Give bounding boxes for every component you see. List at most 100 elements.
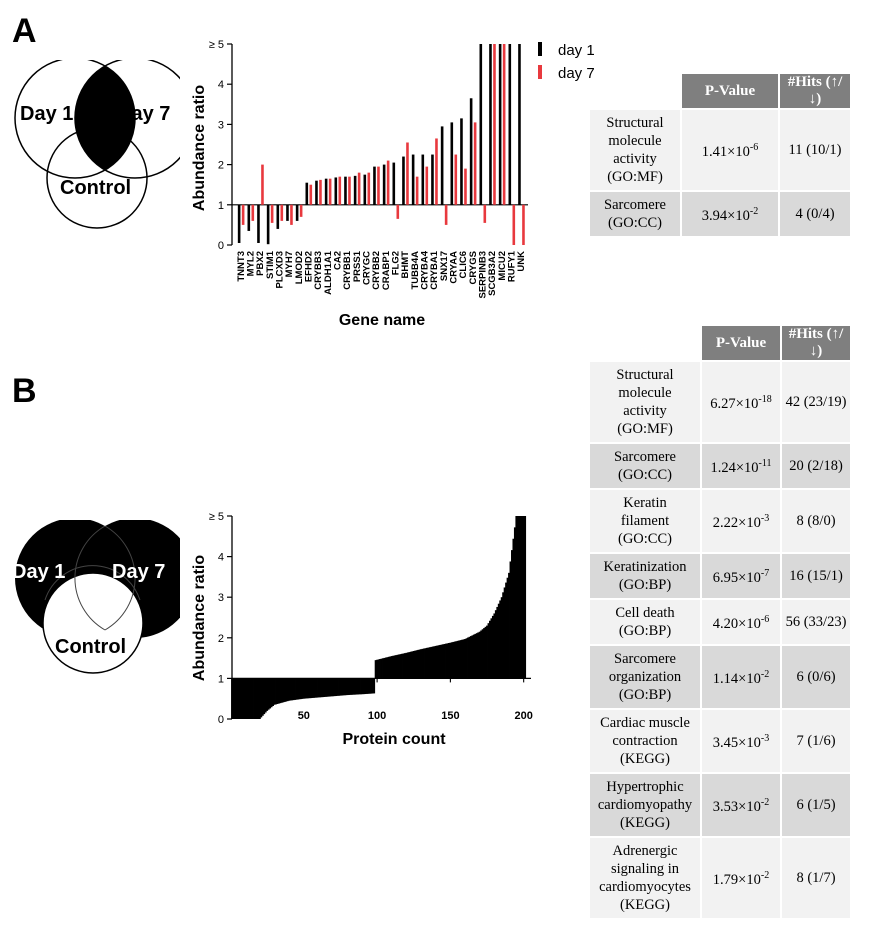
venn-a-control-circle: [46, 127, 148, 229]
protein-bar: [440, 644, 443, 679]
bar-crygs-day1: [469, 98, 473, 205]
bar-efhd2-day7: [309, 184, 313, 205]
p-value-exponent: -7: [760, 568, 770, 580]
table-a-corner: [590, 74, 680, 108]
bar-aldh1a1-day1: [324, 178, 328, 205]
protein-bar: [368, 678, 371, 694]
bar-cryba1-day7: [435, 138, 438, 205]
gene-label: CRYBB3: [313, 251, 324, 290]
protein-bar: [486, 625, 488, 679]
bar-ca2-day7: [338, 176, 342, 205]
protein-bar: [269, 678, 272, 709]
protein-bar: [524, 516, 527, 679]
bar-myl2-day7: [251, 204, 255, 221]
chart-b-y-tick-label: 2: [218, 633, 224, 645]
protein-bar: [427, 647, 430, 679]
p-value: 1.24×10-11: [702, 444, 780, 488]
bar-rufy1-day7: [512, 204, 516, 245]
protein-bar: [305, 678, 308, 699]
venn-b-control-label: Control: [55, 636, 126, 658]
protein-bar: [283, 678, 286, 702]
bar-crabp1-day7: [386, 160, 390, 205]
legend-day7-label: day 7: [558, 65, 595, 82]
protein-bar: [239, 678, 242, 719]
hits-count: 8 (1/7): [782, 838, 850, 918]
table-row: Adrenergic signaling in cardiomyocytes (…: [590, 838, 850, 918]
bar-snx17-day1: [440, 126, 444, 205]
bar-prss1-day1: [353, 175, 357, 205]
protein-bar: [464, 639, 466, 679]
bar-pbx2-day7: [261, 164, 264, 205]
protein-bar: [500, 597, 503, 679]
p-value-mantissa: 3.94×10: [701, 207, 750, 224]
protein-bar: [496, 606, 499, 679]
protein-bar: [379, 659, 381, 679]
venn-b-day7-label: Day 7: [112, 561, 165, 583]
p-value-mantissa: 2.22×10: [712, 514, 761, 531]
protein-bar: [267, 678, 270, 710]
bar-scgb3a2-day1: [489, 44, 492, 205]
bar-flg2-day1: [392, 162, 396, 205]
protein-bar: [480, 630, 483, 679]
bar-clic6-day7: [464, 168, 467, 205]
protein-bar: [364, 678, 367, 695]
protein-bar: [442, 644, 444, 679]
protein-bar: [299, 678, 302, 700]
protein-bar: [361, 678, 364, 695]
protein-bar: [518, 516, 521, 679]
table-a-header-pvalue: P-Value: [682, 74, 778, 108]
protein-bar: [424, 648, 427, 679]
protein-bar: [238, 678, 241, 719]
bar-crybb1-day1: [344, 176, 347, 205]
protein-bar: [233, 678, 236, 719]
hits-count: 4 (0/4): [780, 192, 850, 236]
table-row: Hypertrophic cardiomyopathy (KEGG) 3.53×1…: [590, 774, 850, 836]
gene-label: TUBB4A: [410, 251, 421, 290]
protein-bar: [421, 648, 424, 679]
protein-bar: [447, 642, 450, 679]
protein-bar: [333, 678, 336, 697]
venn-a-control-label: Control: [60, 177, 131, 199]
bar-unk-day1: [518, 44, 521, 205]
bar-crybb3-day7: [319, 179, 322, 205]
p-value-exponent: -18: [758, 394, 772, 406]
protein-bar: [357, 678, 359, 695]
protein-bar: [279, 678, 282, 704]
protein-bar: [276, 678, 279, 704]
protein-bar: [254, 678, 257, 719]
p-value: 1.41×10-6: [682, 110, 778, 190]
chart-b-xlabel: Protein count: [342, 731, 446, 748]
p-value-exponent: -2: [749, 206, 759, 218]
chart-a-ylabel: Abundance ratio: [191, 85, 208, 211]
gene-label: CRYBA4: [420, 250, 431, 289]
protein-bar: [382, 658, 384, 679]
protein-bar: [313, 678, 316, 698]
chart-b-y-tick-label: 3: [218, 592, 224, 604]
protein-bar: [320, 678, 323, 698]
gene-label: CRYGS: [468, 251, 479, 284]
bar-micu2-day1: [498, 44, 502, 205]
table-row: Keratin filament (GO:CC) 2.22×10-3 8 (8/0): [590, 490, 850, 552]
protein-bar: [445, 643, 447, 679]
venn-a-day7-circle: [74, 60, 180, 179]
p-value: 4.20×10-6: [702, 600, 780, 644]
protein-bar: [301, 678, 304, 699]
protein-bar: [302, 678, 305, 699]
protein-bar: [352, 678, 355, 695]
gene-label: UNK: [516, 251, 527, 272]
protein-bar: [297, 678, 299, 700]
protein-bar: [436, 645, 439, 679]
protein-bar: [487, 623, 490, 679]
protein-bar: [310, 678, 313, 699]
go-term: Hypertrophic cardiomyopathy (KEGG): [590, 774, 700, 836]
protein-bar: [263, 678, 266, 715]
bar-tubb4a-day1: [411, 154, 415, 205]
protein-bar: [450, 642, 453, 679]
protein-bar: [358, 678, 361, 695]
protein-bar: [288, 678, 291, 701]
protein-bar: [377, 659, 380, 679]
venn-b-day1-label: Day 1: [12, 561, 65, 583]
gene-label: CRYAA: [449, 251, 460, 284]
protein-bar: [474, 633, 477, 679]
p-value: 3.94×10-2: [682, 192, 778, 236]
